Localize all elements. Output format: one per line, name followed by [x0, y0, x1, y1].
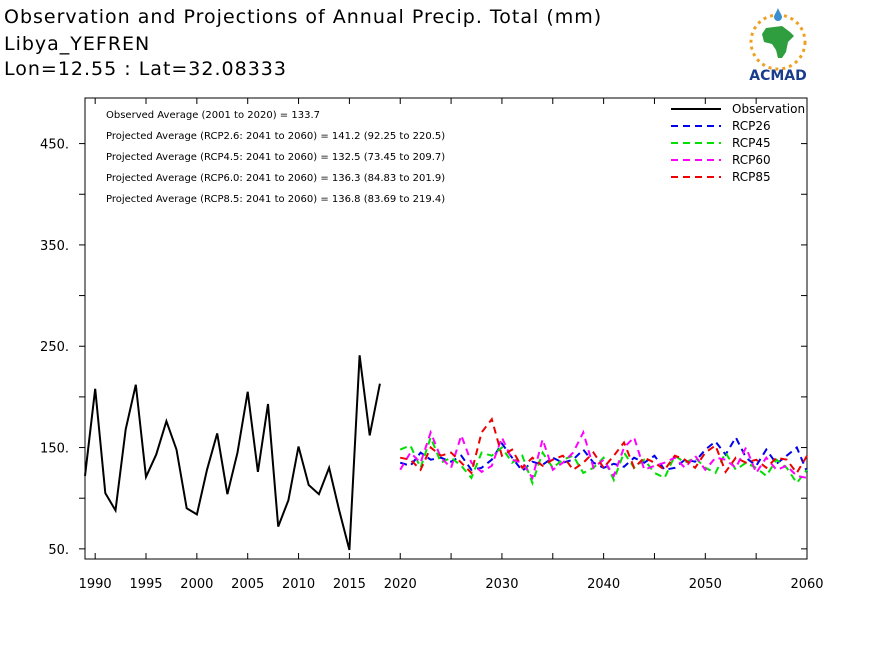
x-tick-label: 2015 — [333, 577, 366, 592]
series-line-rcp85 — [400, 417, 808, 475]
x-tick-label: 2020 — [384, 577, 417, 592]
series-line-rcp60 — [399, 429, 808, 481]
legend-label: RCP85 — [732, 170, 771, 184]
y-tick-label: 50. — [48, 543, 69, 558]
x-tick-label: 2000 — [180, 577, 213, 592]
acmad-logo-text: ACMAD — [749, 68, 807, 84]
x-tick-label: 2040 — [587, 577, 620, 592]
legend-label: RCP45 — [732, 136, 771, 150]
x-tick-label: 2030 — [485, 577, 518, 592]
plot-frame — [84, 97, 808, 560]
annotation-line: Projected Average (RCP8.5: 2041 to 2060)… — [106, 194, 445, 205]
y-tick-label: 450. — [40, 138, 69, 153]
series-line-rcp26 — [399, 435, 808, 473]
x-tick-label: 2060 — [790, 577, 823, 592]
legend-label: RCP60 — [732, 153, 771, 167]
annotation-line: Projected Average (RCP6.0: 2041 to 2060)… — [106, 173, 445, 184]
acmad-logo: ACMAD — [749, 8, 807, 84]
annotation-line: Observed Average (2001 to 2020) = 133.7 — [106, 110, 320, 121]
x-tick-label: 1990 — [79, 577, 112, 592]
africa-shape — [762, 26, 794, 58]
water-drop-icon — [774, 8, 782, 21]
x-tick-label: 2005 — [231, 577, 264, 592]
series-line-observation — [84, 355, 381, 551]
annotation-line: Projected Average (RCP2.6: 2041 to 2060)… — [106, 131, 445, 142]
x-tick-label: 1995 — [129, 577, 162, 592]
x-tick-label: 2050 — [689, 577, 722, 592]
y-tick-label: 150. — [40, 442, 69, 457]
annotation-line: Projected Average (RCP4.5: 2041 to 2060)… — [106, 152, 445, 163]
station-name: Libya_YEFREN — [4, 33, 151, 55]
series-lines — [84, 355, 808, 551]
legend-label: RCP26 — [732, 119, 771, 133]
legend-label: Observation — [732, 102, 805, 116]
y-axis: 50. 150. 250. 350. 450. — [40, 138, 807, 558]
x-tick-label: 2010 — [282, 577, 315, 592]
annotations: Observed Average (2001 to 2020) = 133.7 P… — [106, 110, 445, 205]
chart-title: Observation and Projections of Annual Pr… — [4, 6, 603, 28]
y-tick-label: 350. — [40, 239, 69, 254]
legend: Observation RCP26 RCP45 RCP60 RCP85 — [671, 102, 805, 184]
coordinates: Lon=12.55 : Lat=32.08333 — [4, 58, 287, 80]
series-line-rcp45 — [399, 434, 808, 487]
x-axis: 1990 1995 2000 2005 2010 2015 2020 2030 2040 2050… — [79, 98, 824, 592]
y-tick-label: 250. — [40, 340, 69, 355]
